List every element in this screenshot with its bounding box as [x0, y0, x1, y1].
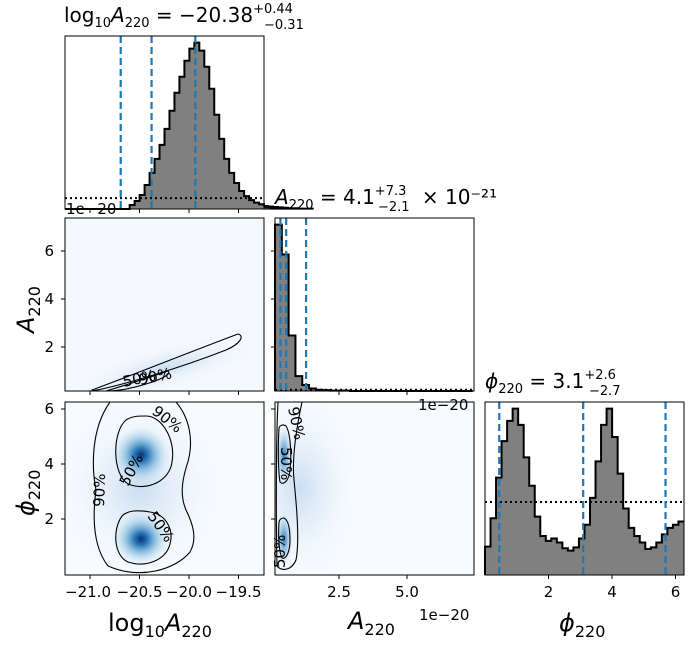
tick-y1-0: 2: [44, 338, 54, 356]
contour-50-lower-r2c0: [115, 510, 172, 565]
axes-r2c1: [274, 401, 475, 576]
tick-x0-3: −19.5: [216, 583, 262, 601]
tick-x0-2: −20.0: [166, 583, 212, 601]
tick-labels: −21.0 −20.5 −20.0 −19.5 2.5 5.0 2 4 6: [65, 583, 680, 601]
xlabel-A220: A220: [346, 607, 395, 639]
tick-x1-1: 5.0: [395, 583, 419, 601]
tick-y2-2: 6: [44, 400, 54, 418]
contour-90-r2c0: [92, 402, 195, 574]
ylabel-phi220: ϕ220: [12, 470, 44, 516]
tick-x0-1: −20.5: [117, 583, 163, 601]
contours-r1c0: [91, 333, 242, 391]
posterior-hist-fill-0: [65, 42, 314, 210]
contour-50-upper-r2c0: [115, 415, 174, 488]
tick-x0-0: −21.0: [65, 583, 111, 601]
offset-texts: 1e−20 1e−20 1e−20: [66, 200, 469, 624]
posterior-hist-line-1: [274, 223, 473, 392]
tick-y2-1: 4: [44, 455, 54, 473]
tick-x1-0: 2.5: [327, 583, 351, 601]
xlabel-log10A220: log10A220: [108, 609, 212, 641]
tick-x2-1: 4: [607, 583, 617, 601]
tick-y1-1: 4: [44, 290, 54, 308]
title-A220: A220 = 4.1+7.3 −2.1 × 10⁻²¹: [273, 184, 497, 215]
tick-x2-0: 2: [544, 583, 554, 601]
posterior-hist-fill-2: [485, 408, 684, 575]
ylabel-A220: A220: [12, 286, 44, 335]
axes-r1c1: [274, 217, 475, 392]
contour-50-r1c0: [105, 370, 170, 391]
title-log10A220: log10A220 = −20.38+0.44 −0.31: [64, 2, 304, 33]
contour-label-r2c1-50b: 50%: [271, 535, 289, 568]
contours-r2c0: [92, 402, 195, 574]
axes-r1c0: [64, 217, 265, 392]
offset-text-r1c0: 1e−20: [66, 200, 116, 218]
contour-90-r2c1: [275, 402, 303, 570]
posterior-hist-fill-1: [275, 224, 473, 391]
axes-frames: [64, 35, 685, 576]
contour-50-upper-r2c1: [277, 424, 292, 484]
contour-label-r2c1-50: 50%: [277, 447, 295, 480]
tick-y1-2: 6: [44, 242, 54, 260]
contour-label-r2-90-left: 90%: [90, 473, 109, 507]
tick-marks: [61, 209, 676, 579]
xlabel-phi220: ϕ220: [559, 609, 605, 641]
panel-r2c1-background: [275, 402, 474, 575]
title-phi220: ϕ220 = 3.1+2.6 −2.7: [485, 368, 621, 399]
axes-r0c0: [64, 35, 265, 210]
posterior-hist-line-2: [484, 407, 684, 575]
contour-90-r1c0: [91, 333, 242, 391]
tick-labels-y: 2 4 6 2 4 6: [44, 242, 54, 528]
contour-layer: [91, 333, 303, 574]
contours-r2c1: [275, 402, 303, 570]
tick-x2-2: 6: [671, 583, 681, 601]
contour-50-lower-r2c1: [278, 517, 291, 559]
axes-r2c0: [64, 401, 265, 576]
tick-y2-0: 2: [44, 510, 54, 528]
offset-text-r1c1: 1e−20: [418, 396, 468, 414]
panel-r2c0-background: [65, 402, 264, 575]
posterior-hist-line-0: [65, 41, 314, 210]
axes-r2c2: [484, 401, 685, 576]
offset-text-col1: 1e−20: [419, 606, 469, 624]
